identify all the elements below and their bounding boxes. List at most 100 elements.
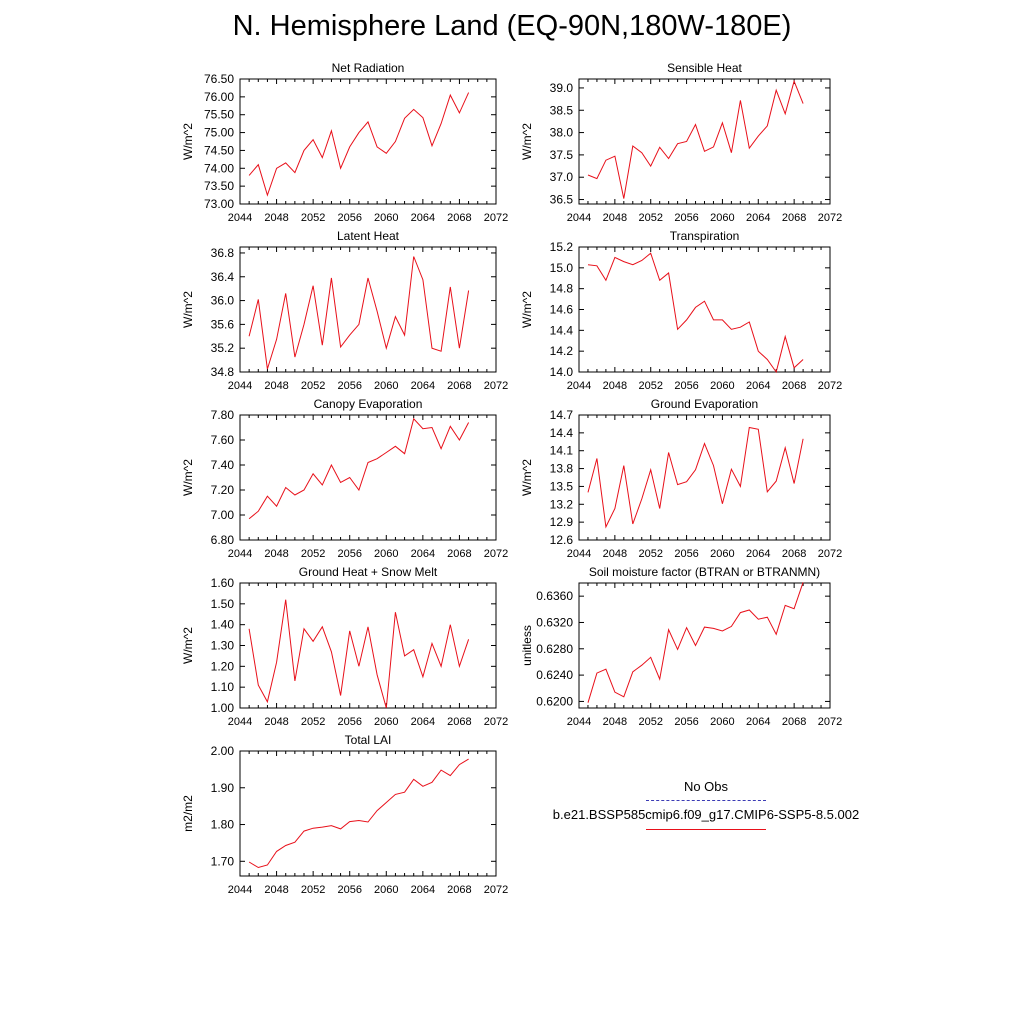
- x-tick-label: 2068: [782, 716, 806, 728]
- x-tick-label: 2072: [818, 380, 842, 392]
- chart-panel-3: 2044 2048 2052 2056 2060 2064 2068 2072 34.8 35.2…: [181, 229, 508, 392]
- x-tick-label: 2048: [603, 380, 627, 392]
- series-line: [248, 256, 470, 370]
- y-tick-label: 36.8: [211, 246, 235, 260]
- y-axis-label: W/m^2: [181, 627, 195, 664]
- y-tick-label: 7.60: [211, 433, 235, 447]
- y-tick-label: 2.00: [211, 744, 235, 758]
- y-tick-label: 13.5: [550, 479, 574, 493]
- x-tick-label: 2068: [447, 212, 471, 224]
- series-line: [248, 758, 469, 869]
- y-tick-label: 14.8: [550, 282, 574, 296]
- plot-frame: [239, 414, 497, 541]
- y-tick-label: 1.60: [211, 576, 235, 590]
- x-tick-label: 2052: [638, 212, 662, 224]
- y-axis-label: m2/m2: [181, 795, 195, 832]
- x-tick-label: 2064: [411, 380, 435, 392]
- x-tick-label: 2064: [411, 716, 435, 728]
- x-tick-label: 2056: [337, 548, 361, 560]
- x-tick-label: 2056: [337, 716, 361, 728]
- legend-case-line: [646, 829, 766, 830]
- x-tick-label: 2044: [228, 884, 252, 896]
- y-tick-label: 1.20: [211, 659, 235, 673]
- chart-panel-9: 2044 2048 2052 2056 2060 2064 2068 2072 1.70 1.80…: [181, 733, 508, 896]
- y-tick-label: 6.80: [211, 533, 235, 547]
- y-tick-label: 35.6: [211, 317, 235, 331]
- y-tick-label: 0.6200: [536, 694, 573, 708]
- plot-frame: [239, 582, 497, 709]
- x-tick-label: 2052: [301, 716, 325, 728]
- x-tick-label: 2060: [374, 884, 398, 896]
- panel-title: Soil moisture factor (BTRAN or BTRANMN): [589, 565, 820, 579]
- x-tick-label: 2068: [447, 548, 471, 560]
- series-line: [587, 79, 804, 199]
- panel-title: Canopy Evaporation: [314, 397, 423, 411]
- legend-case-label: b.e21.BSSP585cmip6.f09_g17.CMIP6-SSP5-8.…: [552, 807, 860, 822]
- x-tick-label: 2056: [674, 380, 698, 392]
- x-tick-label: 2068: [782, 380, 806, 392]
- chart-panel-8: 2044 2048 2052 2056 2060 2064 2068 2072 0.6200 0.…: [520, 565, 842, 728]
- y-tick-label: 13.2: [550, 497, 574, 511]
- panel-title: Transpiration: [670, 229, 740, 243]
- y-tick-label: 1.90: [211, 781, 235, 795]
- x-tick-label: 2060: [710, 548, 734, 560]
- x-tick-label: 2052: [301, 380, 325, 392]
- y-tick-label: 14.2: [550, 344, 574, 358]
- x-tick-label: 2060: [710, 212, 734, 224]
- y-tick-label: 1.40: [211, 618, 235, 632]
- x-tick-label: 2044: [567, 380, 591, 392]
- x-tick-label: 2048: [264, 380, 288, 392]
- chart-panel-7: 2044 2048 2052 2056 2060 2064 2068 2072 1.00 1.10…: [181, 565, 508, 728]
- x-tick-label: 2072: [818, 716, 842, 728]
- x-tick-label: 2056: [337, 380, 361, 392]
- x-tick-label: 2052: [638, 716, 662, 728]
- x-tick-label: 2064: [411, 212, 435, 224]
- x-tick-label: 2044: [228, 548, 252, 560]
- x-tick-label: 2072: [484, 548, 508, 560]
- y-tick-label: 76.00: [204, 90, 234, 104]
- y-tick-label: 12.9: [550, 515, 574, 529]
- x-tick-label: 2068: [447, 380, 471, 392]
- chart-panel-1: 2044 2048 2052 2056 2060 2064 2068 2072 73.00 73.…: [181, 61, 508, 224]
- x-tick-label: 2064: [746, 548, 770, 560]
- y-tick-label: 14.0: [550, 365, 574, 379]
- x-tick-label: 2048: [603, 212, 627, 224]
- y-tick-label: 0.6360: [536, 589, 573, 603]
- y-axis-label: W/m^2: [520, 291, 534, 328]
- x-tick-label: 2048: [264, 548, 288, 560]
- y-tick-label: 36.4: [211, 270, 235, 284]
- series-line: [248, 599, 470, 709]
- y-tick-label: 14.7: [550, 408, 574, 422]
- x-tick-label: 2048: [603, 548, 627, 560]
- x-tick-label: 2052: [301, 548, 325, 560]
- chart-panel-4: 2044 2048 2052 2056 2060 2064 2068 2072 14.0 14.2…: [520, 229, 842, 392]
- x-tick-label: 2056: [674, 212, 698, 224]
- plot-frame: [578, 582, 831, 709]
- y-tick-label: 1.80: [211, 818, 235, 832]
- series-line: [587, 426, 804, 529]
- plot-frame: [239, 78, 497, 205]
- y-tick-label: 38.5: [550, 103, 574, 117]
- x-tick-label: 2072: [818, 548, 842, 560]
- page-title: N. Hemisphere Land (EQ-90N,180W-180E): [232, 10, 792, 42]
- x-tick-label: 2044: [228, 212, 252, 224]
- x-tick-label: 2044: [228, 380, 252, 392]
- y-tick-label: 0.6280: [536, 642, 573, 656]
- x-tick-label: 2068: [447, 716, 471, 728]
- x-tick-label: 2072: [484, 716, 508, 728]
- chart-panel-6: 2044 2048 2052 2056 2060 2064 2068 2072 12.6 12.9…: [520, 397, 842, 560]
- y-tick-label: 14.4: [550, 323, 574, 337]
- x-tick-label: 2060: [374, 212, 398, 224]
- y-tick-label: 39.0: [550, 81, 574, 95]
- y-tick-label: 15.0: [550, 261, 574, 275]
- x-tick-label: 2072: [484, 884, 508, 896]
- y-tick-label: 15.2: [550, 240, 574, 254]
- x-tick-label: 2068: [782, 212, 806, 224]
- y-tick-label: 37.5: [550, 148, 574, 162]
- y-tick-label: 38.0: [550, 126, 574, 140]
- plot-frame: [239, 750, 497, 877]
- x-tick-label: 2048: [264, 884, 288, 896]
- series-line: [248, 417, 470, 520]
- x-tick-label: 2056: [674, 716, 698, 728]
